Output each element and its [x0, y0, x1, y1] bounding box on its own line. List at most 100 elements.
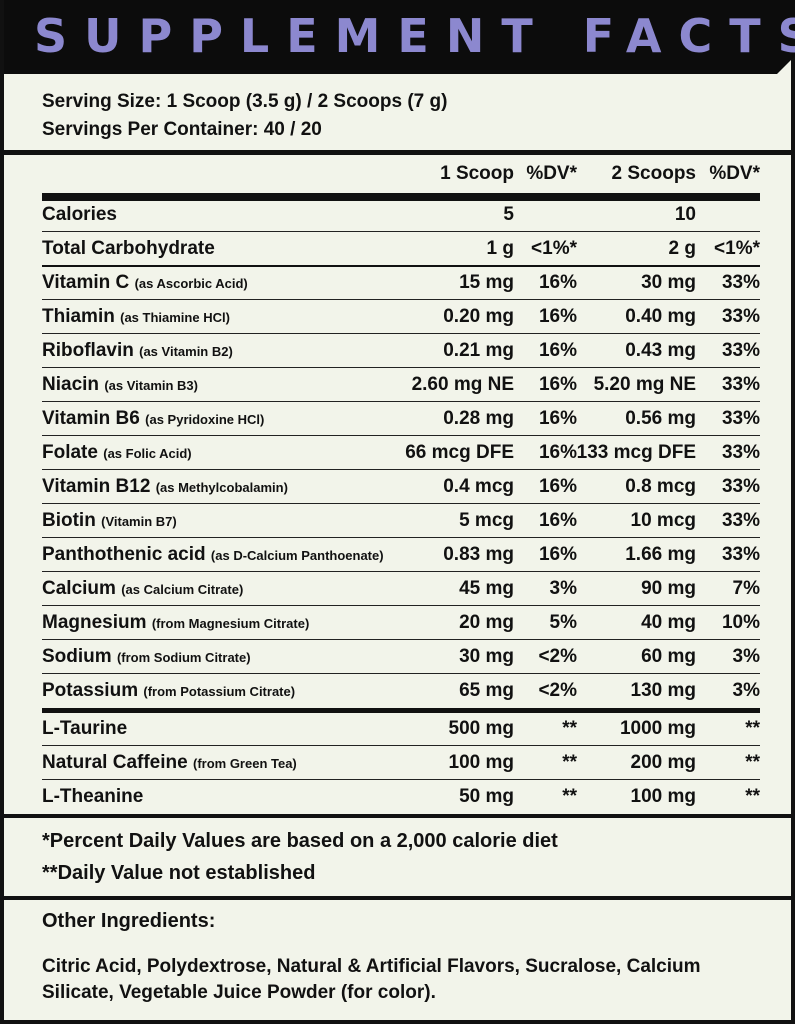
nutrient-name: Calcium (as Calcium Citrate): [42, 572, 243, 607]
nutrient-row: Vitamin B6 (as Pyridoxine HCl) 0.28 mg 16%…: [42, 402, 760, 436]
nutrient-name: Biotin (Vitamin B7): [42, 504, 177, 539]
divider-actives: [42, 708, 760, 713]
divider-header: [42, 193, 760, 201]
row-separator: [42, 469, 760, 470]
row-separator: [42, 571, 760, 572]
nutrient-name: Sodium (from Sodium Citrate): [42, 640, 251, 675]
nutrient-source-note: (as Ascorbic Acid): [134, 276, 248, 291]
nutrient-row: Riboflavin (as Vitamin B2) 0.21 mg 16% 0.43…: [42, 334, 760, 368]
nutrient-label: Panthothenic acid: [42, 544, 206, 565]
row-separator: [42, 673, 760, 674]
dv-1-scoop: 16%: [538, 408, 577, 429]
column-headers: 1 Scoop %DV* 2 Scoops %DV*: [42, 157, 760, 191]
amount-2-scoops: 2 g: [668, 238, 696, 259]
amount-1-scoop: 0.28 mg: [443, 408, 514, 429]
amount-2-scoops: 1000 mg: [619, 718, 696, 739]
amount-2-scoops: 200 mg: [630, 752, 696, 773]
nutrient-row: Magnesium (from Magnesium Citrate) 20 mg 5…: [42, 606, 760, 640]
nutrient-name: L-Taurine: [42, 712, 127, 747]
nutrient-name: Natural Caffeine (from Green Tea): [42, 746, 297, 781]
dv-2-scoops: 33%: [721, 272, 760, 293]
dv-1-scoop: 16%: [538, 306, 577, 327]
dv-1-scoop: 16%: [538, 374, 577, 395]
amount-1-scoop: 0.4 mcg: [443, 476, 514, 497]
row-separator: [42, 401, 760, 402]
divider-ingredients: [4, 896, 795, 900]
nutrient-row: Vitamin B12 (as Methylcobalamin) 0.4 mcg 1…: [42, 470, 760, 504]
dv-1-scoop: 5%: [549, 612, 577, 633]
dv-2-scoops: 33%: [721, 544, 760, 565]
amount-2-scoops: 1.66 mg: [625, 544, 696, 565]
nutrient-source-note: (from Sodium Citrate): [116, 650, 251, 665]
row-separator: [42, 367, 760, 368]
amount-1-scoop: 100 mg: [448, 752, 514, 773]
column-header-1-scoop: 1 Scoop: [440, 163, 514, 184]
nutrient-row: Vitamin C (as Ascorbic Acid) 15 mg 16% 30 m…: [42, 266, 760, 300]
row-separator: [42, 605, 760, 606]
other-ingredients-text: Citric Acid, Polydextrose, Natural & Art…: [42, 956, 701, 1003]
dv-1-scoop: 16%: [538, 510, 577, 531]
amount-2-scoops: 100 mg: [630, 786, 696, 807]
nutrient-label: Folate: [42, 442, 98, 463]
nutrient-label: Riboflavin: [42, 340, 134, 361]
nutrient-row: L-Theanine 50 mg ** 100 mg **: [42, 780, 760, 814]
panel-title: SUPPLEMENT FACTS: [34, 9, 795, 63]
row-separator: [42, 299, 760, 300]
nutrient-name: Niacin (as Vitamin B3): [42, 368, 198, 403]
nutrient-row: Potassium (from Potassium Citrate) 65 mg <…: [42, 674, 760, 708]
dv-2-scoops: 33%: [721, 476, 760, 497]
nutrient-source-note: (as Vitamin B3): [104, 378, 198, 393]
dv-1-scoop: 16%: [538, 442, 577, 463]
serving-size: Serving Size: 1 Scoop (3.5 g) / 2 Scoops…: [42, 91, 448, 112]
row-separator: [42, 435, 760, 436]
amount-1-scoop: 30 mg: [459, 646, 514, 667]
nutrient-name: Folate (as Folic Acid): [42, 436, 192, 471]
dv-1-scoop: 3%: [549, 578, 577, 599]
dv-1-scoop: **: [562, 752, 577, 773]
row-separator: [42, 537, 760, 538]
amount-2-scoops: 30 mg: [641, 272, 696, 293]
nutrient-row: Total Carbohydrate 1 g <1%* 2 g <1%*: [42, 232, 760, 266]
row-separator: [42, 639, 760, 640]
amount-1-scoop: 50 mg: [459, 786, 514, 807]
nutrient-label: Vitamin B12: [42, 476, 151, 497]
nutrient-source-note: (as Vitamin B2): [139, 344, 233, 359]
dv-1-scoop: <2%: [538, 680, 577, 701]
amount-2-scoops: 90 mg: [641, 578, 696, 599]
amount-1-scoop: 0.20 mg: [443, 306, 514, 327]
amount-1-scoop: 5: [503, 204, 514, 225]
nutrient-source-note: (as Folic Acid): [103, 446, 192, 461]
nutrient-name: Thiamin (as Thiamine HCl): [42, 300, 230, 335]
amount-1-scoop: 500 mg: [448, 718, 514, 739]
nutrient-label: L-Theanine: [42, 786, 144, 807]
amount-1-scoop: 1 g: [486, 238, 514, 259]
dv-1-scoop: 16%: [538, 272, 577, 293]
amount-2-scoops: 60 mg: [641, 646, 696, 667]
amount-1-scoop: 65 mg: [459, 680, 514, 701]
dv-2-scoops: 33%: [721, 442, 760, 463]
amount-1-scoop: 5 mcg: [459, 510, 514, 531]
nutrient-label: Natural Caffeine: [42, 752, 188, 773]
column-header-2-scoops: 2 Scoops: [611, 163, 696, 184]
nutrient-row: Biotin (Vitamin B7) 5 mcg 16% 10 mcg 33%: [42, 504, 760, 538]
dv-2-scoops: 33%: [721, 306, 760, 327]
dv-1-scoop: <2%: [538, 646, 577, 667]
nutrient-source-note: (as Pyridoxine HCl): [145, 412, 265, 427]
nutrient-label: Total Carbohydrate: [42, 238, 215, 259]
nutrient-name: Vitamin B6 (as Pyridoxine HCl): [42, 402, 264, 437]
amount-1-scoop: 15 mg: [459, 272, 514, 293]
nutrient-row: Thiamin (as Thiamine HCl) 0.20 mg 16% 0.40 …: [42, 300, 760, 334]
nutrient-row: Natural Caffeine (from Green Tea) 100 mg *…: [42, 746, 760, 780]
nutrient-name: Panthothenic acid (as D-Calcium Panthoen…: [42, 538, 384, 573]
nutrient-label: Thiamin: [42, 306, 115, 327]
row-separator: [42, 231, 760, 232]
nutrient-row: Niacin (as Vitamin B3) 2.60 mg NE 16% 5.20 …: [42, 368, 760, 402]
dv-2-scoops: 33%: [721, 408, 760, 429]
nutrient-name: Potassium (from Potassium Citrate): [42, 674, 295, 709]
nutrient-name: Vitamin B12 (as Methylcobalamin): [42, 470, 288, 505]
header-bar: SUPPLEMENT FACTS: [4, 0, 795, 74]
nutrient-source-note: (as Methylcobalamin): [155, 480, 288, 495]
dv-1-scoop: 16%: [538, 340, 577, 361]
nutrient-row: Panthothenic acid (as D-Calcium Panthoen…: [42, 538, 760, 572]
